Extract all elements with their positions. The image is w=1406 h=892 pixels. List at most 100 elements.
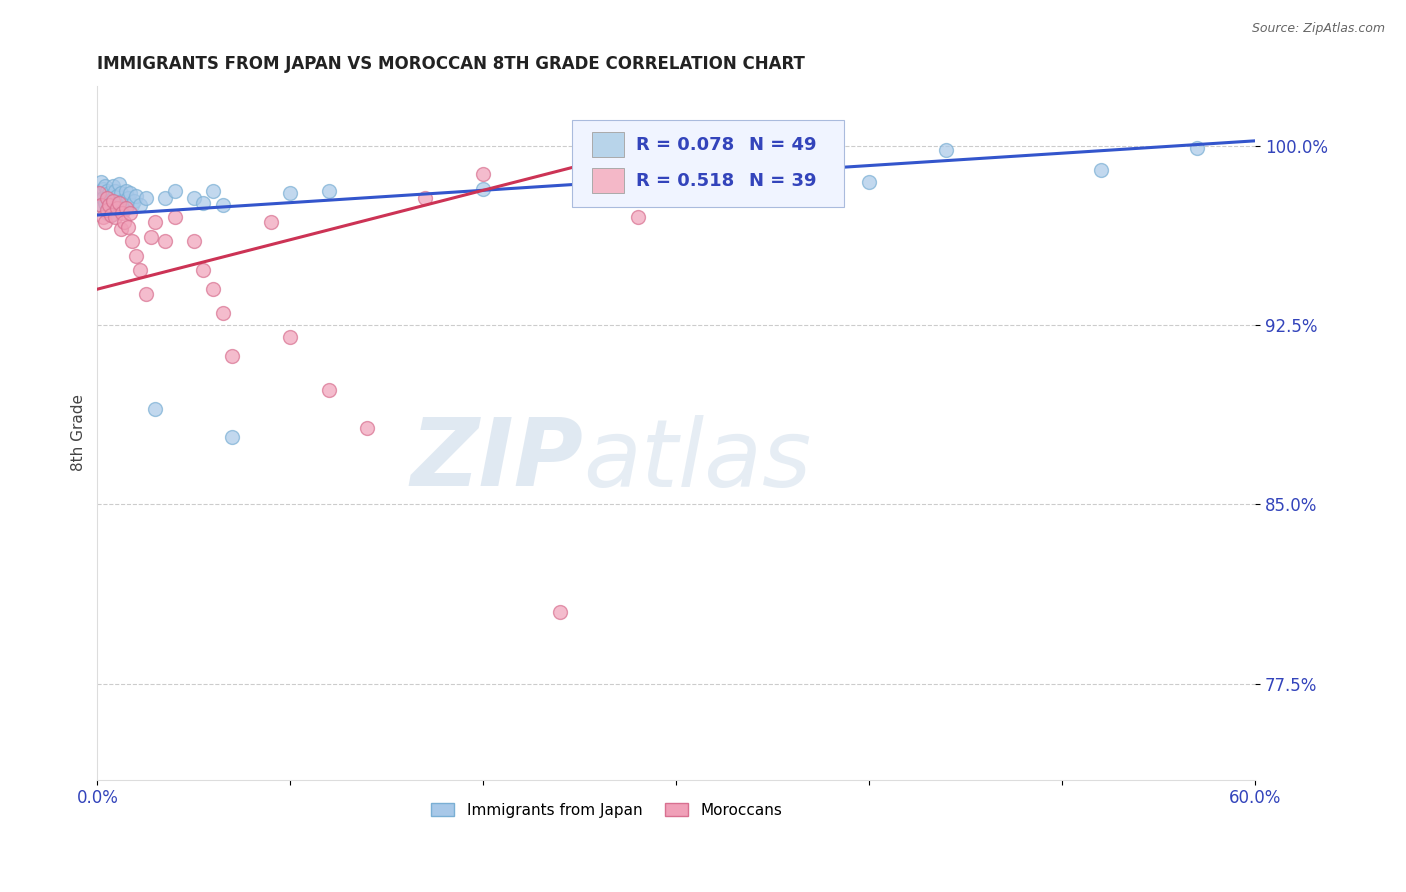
Point (153, 191, 176, 205)
Point (94, 215, 117, 229)
Text: ZIP: ZIP (411, 415, 583, 507)
Point (112, 215, 135, 229)
Point (356, 421, 378, 435)
Point (107, 196, 129, 211)
Point (122, 194, 145, 208)
Point (97, 201, 120, 215)
Point (278, 330, 301, 344)
Point (100, 208, 122, 222)
Point (626, 211, 648, 225)
Point (135, 191, 157, 205)
Y-axis label: 8th Grade: 8th Grade (72, 394, 86, 471)
Point (117, 191, 139, 205)
Point (90, 198, 112, 212)
Point (163, 184, 186, 198)
Point (278, 186, 301, 201)
Point (115, 184, 138, 198)
Point (472, 167, 495, 181)
Point (153, 235, 176, 249)
Point (128, 263, 150, 277)
Point (1185, 141, 1208, 155)
Point (100, 189, 122, 203)
Point (143, 401, 166, 416)
Point (183, 191, 205, 205)
Text: atlas: atlas (583, 415, 811, 506)
Point (121, 235, 143, 249)
Point (111, 205, 134, 219)
Point (105, 189, 128, 203)
Point (101, 194, 124, 208)
Point (568, 191, 591, 205)
Point (117, 219, 139, 234)
Point (665, 182, 688, 196)
Point (94, 179, 117, 194)
Point (97, 198, 120, 212)
Point (96, 184, 118, 198)
Point (101, 179, 124, 194)
Point (163, 211, 186, 225)
Point (143, 215, 166, 229)
Point (91, 211, 114, 225)
Point (90, 174, 112, 188)
Point (105, 196, 128, 211)
Point (115, 201, 138, 215)
Point (96, 191, 118, 205)
Point (91, 182, 114, 196)
Point (202, 184, 225, 198)
Point (101, 191, 124, 205)
Point (318, 383, 340, 397)
Point (96, 203, 118, 218)
Point (193, 196, 215, 211)
Point (1090, 162, 1112, 177)
Point (193, 263, 215, 277)
Point (415, 191, 437, 205)
Point (120, 186, 142, 201)
Point (90, 198, 112, 212)
Text: Source: ZipAtlas.com: Source: ZipAtlas.com (1251, 22, 1385, 36)
Point (202, 282, 225, 296)
Point (260, 215, 283, 229)
Point (107, 177, 129, 191)
Point (110, 186, 132, 201)
Point (100, 208, 122, 222)
Point (141, 229, 163, 244)
FancyBboxPatch shape (572, 120, 844, 207)
Point (89, 186, 111, 201)
Point (110, 222, 132, 236)
Point (211, 306, 233, 320)
Point (120, 205, 142, 219)
Text: R = 0.078: R = 0.078 (636, 136, 734, 153)
Point (125, 249, 148, 263)
Point (104, 184, 127, 198)
Text: IMMIGRANTS FROM JAPAN VS MOROCCAN 8TH GRADE CORRELATION CHART: IMMIGRANTS FROM JAPAN VS MOROCCAN 8TH GR… (97, 55, 806, 73)
Point (318, 184, 340, 198)
Point (125, 189, 148, 203)
Point (135, 287, 157, 301)
Text: N = 39: N = 39 (749, 172, 817, 190)
Text: N = 49: N = 49 (749, 136, 817, 153)
Point (94, 196, 117, 211)
Point (858, 174, 880, 188)
Point (97, 186, 120, 201)
Point (221, 349, 243, 363)
Point (89, 186, 111, 201)
Point (104, 198, 127, 212)
Point (211, 198, 233, 212)
Point (96, 205, 118, 219)
Point (221, 430, 243, 444)
Point (128, 198, 150, 212)
FancyBboxPatch shape (592, 132, 624, 157)
Point (105, 201, 128, 215)
Point (104, 211, 127, 225)
Point (550, 605, 572, 619)
Point (935, 144, 957, 158)
Point (91, 191, 114, 205)
Point (112, 201, 135, 215)
Point (472, 182, 495, 196)
Legend: Immigrants from Japan, Moroccans: Immigrants from Japan, Moroccans (425, 797, 789, 824)
Point (111, 194, 134, 208)
Point (183, 235, 205, 249)
Point (121, 198, 143, 212)
Point (97, 194, 120, 208)
Text: R = 0.518: R = 0.518 (636, 172, 734, 190)
